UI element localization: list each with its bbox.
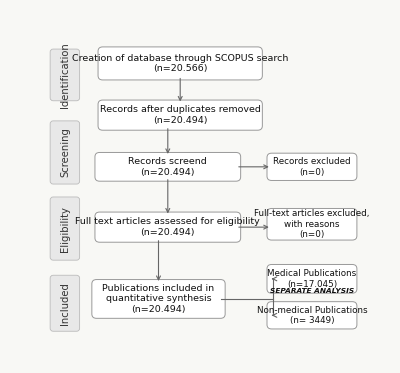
Text: Screening: Screening [60,128,70,178]
Text: Eligibility: Eligibility [60,206,70,251]
FancyBboxPatch shape [50,121,80,184]
Text: Publications included in
quantitative synthesis
(n=20.494): Publications included in quantitative sy… [102,284,214,314]
Text: Full text articles assessed for eligibility
(n=20.494): Full text articles assessed for eligibil… [76,217,260,237]
FancyBboxPatch shape [98,100,262,130]
FancyBboxPatch shape [267,209,357,240]
Text: Full-text articles excluded,
with reasons
(n=0): Full-text articles excluded, with reason… [254,209,370,239]
FancyBboxPatch shape [92,279,225,318]
FancyBboxPatch shape [50,275,80,331]
FancyBboxPatch shape [267,153,357,181]
Text: Records screend
(n=20.494): Records screend (n=20.494) [128,157,207,176]
FancyBboxPatch shape [95,212,241,242]
FancyBboxPatch shape [267,264,357,293]
Text: Medical Publications
(n=17.045): Medical Publications (n=17.045) [267,269,356,289]
Text: Identification: Identification [60,42,70,108]
FancyBboxPatch shape [50,197,80,260]
FancyBboxPatch shape [95,153,241,181]
Text: Creation of database through SCOPUS search
(n=20.566): Creation of database through SCOPUS sear… [72,54,288,73]
Text: Records after duplicates removed
(n=20.494): Records after duplicates removed (n=20.4… [100,106,261,125]
Text: SEPARATE ANALYSIS: SEPARATE ANALYSIS [270,288,354,294]
FancyBboxPatch shape [267,302,357,329]
Text: Non-medical Publications
(n= 3449): Non-medical Publications (n= 3449) [257,305,367,325]
FancyBboxPatch shape [98,47,262,80]
Text: Records excluded
(n=0): Records excluded (n=0) [273,157,351,176]
FancyBboxPatch shape [50,49,80,101]
Text: Included: Included [60,282,70,325]
